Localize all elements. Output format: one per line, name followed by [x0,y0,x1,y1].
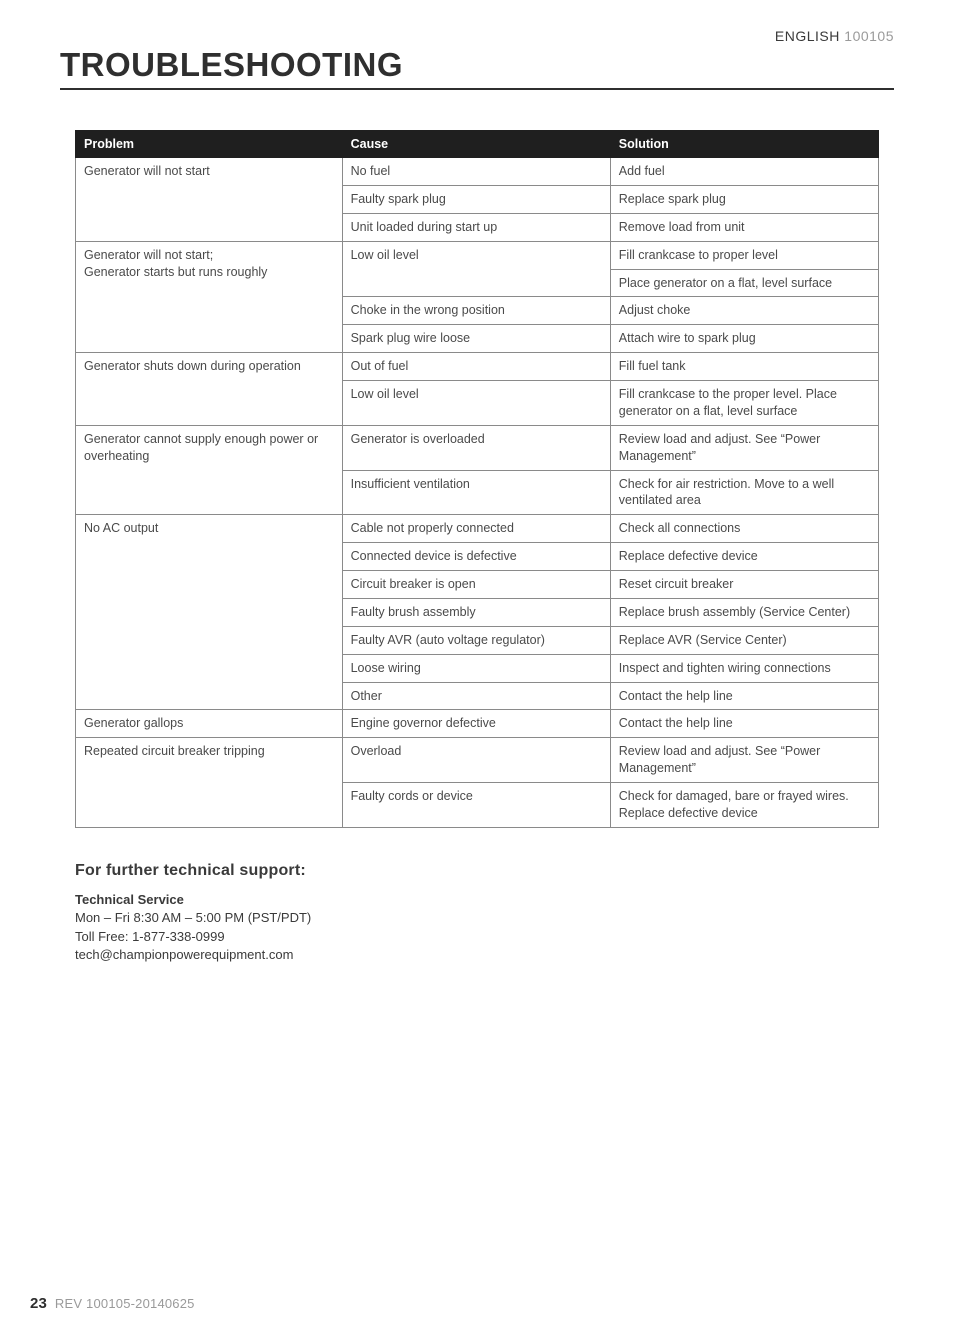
table-row: Generator will not startNo fuelAdd fuel [76,158,879,186]
table-row: Generator will not start;Generator start… [76,241,879,269]
col-solution: Solution [610,131,878,158]
header-language-model: ENGLISH 100105 [775,28,894,44]
cell-solution: Add fuel [610,158,878,186]
cell-solution: Adjust choke [610,297,878,325]
support-section: For further technical support: Technical… [75,862,879,966]
cell-cause: Other [342,682,610,710]
cell-cause: Engine governor defective [342,710,610,738]
cell-cause: Choke in the wrong position [342,297,610,325]
cell-solution: Replace brush assembly (Service Center) [610,598,878,626]
cell-cause: Spark plug wire loose [342,325,610,353]
cell-problem: Repeated circuit breaker tripping [76,738,343,828]
cell-solution: Inspect and tighten wiring connections [610,654,878,682]
cell-cause: No fuel [342,158,610,186]
revision-code: REV 100105-20140625 [55,1296,195,1311]
cell-solution: Review load and adjust. See “Power Manag… [610,425,878,470]
cell-cause: Faulty AVR (auto voltage regulator) [342,626,610,654]
cell-cause: Faulty spark plug [342,185,610,213]
cell-solution: Check for air restriction. Move to a wel… [610,470,878,515]
page-footer: 23 REV 100105-20140625 [30,1295,195,1312]
support-email: tech@championpowerequipment.com [75,946,879,965]
support-hours: Mon – Fri 8:30 AM – 5:00 PM (PST/PDT) [75,909,879,928]
cell-solution: Attach wire to spark plug [610,325,878,353]
cell-solution: Replace defective device [610,543,878,571]
cell-problem: Generator will not start;Generator start… [76,241,343,353]
page-title: TROUBLESHOOTING [60,46,894,90]
table-row: Generator gallopsEngine governor defecti… [76,710,879,738]
cell-cause: Insufficient ventilation [342,470,610,515]
cell-solution: Fill fuel tank [610,353,878,381]
cell-cause: Loose wiring [342,654,610,682]
cell-cause: Cable not properly connected [342,515,610,543]
cell-cause: Faulty cords or device [342,783,610,828]
cell-solution: Replace spark plug [610,185,878,213]
cell-cause: Faulty brush assembly [342,598,610,626]
cell-solution: Fill crankcase to the proper level. Plac… [610,381,878,426]
col-cause: Cause [342,131,610,158]
cell-cause: Overload [342,738,610,783]
troubleshooting-table: Problem Cause Solution Generator will no… [75,130,879,828]
table-row: Generator cannot supply enough power or … [76,425,879,470]
table-header-row: Problem Cause Solution [76,131,879,158]
cell-problem: No AC output [76,515,343,710]
cell-solution: Replace AVR (Service Center) [610,626,878,654]
cell-solution: Contact the help line [610,710,878,738]
cell-problem: Generator cannot supply enough power or … [76,425,343,515]
cell-solution: Place generator on a flat, level surface [610,269,878,297]
cell-cause: Low oil level [342,381,610,426]
cell-solution: Remove load from unit [610,213,878,241]
support-phone: Toll Free: 1-877-338-0999 [75,928,879,947]
table-row: No AC outputCable not properly connected… [76,515,879,543]
table-row: Repeated circuit breaker trippingOverloa… [76,738,879,783]
cell-cause: Out of fuel [342,353,610,381]
cell-cause: Generator is overloaded [342,425,610,470]
cell-solution: Review load and adjust. See “Power Manag… [610,738,878,783]
cell-solution: Contact the help line [610,682,878,710]
cell-problem: Generator shuts down during operation [76,353,343,426]
header-language: ENGLISH [775,28,840,44]
cell-cause: Unit loaded during start up [342,213,610,241]
support-heading: For further technical support: [75,862,879,880]
cell-solution: Check all connections [610,515,878,543]
troubleshooting-table-wrap: Problem Cause Solution Generator will no… [75,130,879,828]
cell-problem: Generator will not start [76,158,343,242]
col-problem: Problem [76,131,343,158]
cell-solution: Fill crankcase to proper level [610,241,878,269]
cell-solution: Check for damaged, bare or frayed wires.… [610,783,878,828]
page-number: 23 [30,1295,47,1312]
cell-cause: Connected device is defective [342,543,610,571]
cell-solution: Reset circuit breaker [610,571,878,599]
support-service-title: Technical Service [75,892,879,907]
cell-cause: Low oil level [342,241,610,297]
table-row: Generator shuts down during operationOut… [76,353,879,381]
cell-cause: Circuit breaker is open [342,571,610,599]
cell-problem: Generator gallops [76,710,343,738]
header-model: 100105 [844,28,894,44]
